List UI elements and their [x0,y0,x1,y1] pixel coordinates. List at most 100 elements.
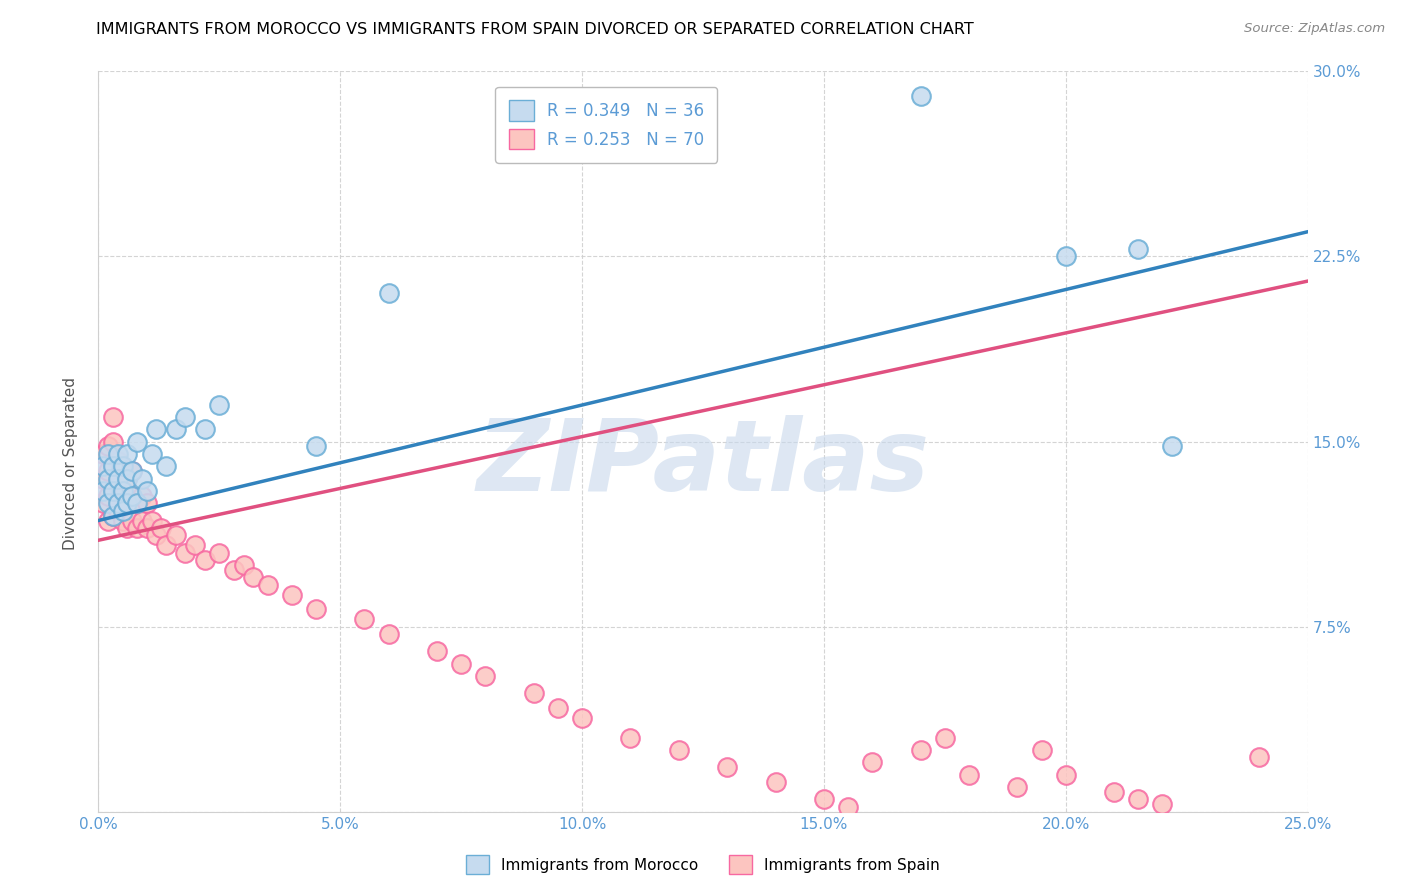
Point [145,528,167,542]
Point [117,496,139,510]
Point [107,471,129,485]
Point [377,286,399,301]
Point [121,489,143,503]
Point [107,454,129,468]
Point [208,398,231,412]
Point [117,496,139,510]
Point [716,760,738,774]
Point [222,563,245,577]
Point [127,434,149,449]
Point [377,627,399,641]
Point [101,508,124,523]
Point [165,422,187,436]
Text: IMMIGRANTS FROM MOROCCO VS IMMIGRANTS FROM SPAIN DIVORCED OR SEPARATED CORRELATI: IMMIGRANTS FROM MOROCCO VS IMMIGRANTS FR… [96,22,973,37]
Point [571,711,593,725]
Point [934,731,956,745]
Point [111,459,134,474]
Point [141,447,163,461]
Point [910,89,932,103]
Point [97,464,120,478]
Text: Divorced or Separated: Divorced or Separated [63,377,79,550]
Point [107,496,129,510]
Point [131,489,153,503]
Point [91,496,114,510]
Point [91,459,114,474]
Point [305,602,328,616]
Point [165,528,187,542]
Point [131,471,153,485]
Point [91,483,114,498]
Point [474,669,496,683]
Point [450,657,472,671]
Point [121,489,143,503]
Point [232,558,254,572]
Point [194,422,217,436]
Point [117,471,139,485]
Point [184,538,207,552]
Legend: R = 0.349   N = 36, R = 0.253   N = 70: R = 0.349 N = 36, R = 0.253 N = 70 [495,87,717,162]
Point [107,503,129,517]
Point [1152,797,1174,812]
Point [135,496,157,510]
Point [91,447,114,461]
Point [121,464,143,478]
Point [101,459,124,474]
Point [135,483,157,498]
Point [101,483,124,498]
Point [1102,785,1125,799]
Point [97,440,120,454]
Point [107,479,129,493]
Point [127,496,149,510]
Point [256,577,278,591]
Point [547,701,569,715]
Point [111,464,134,478]
Point [208,546,231,560]
Point [121,464,143,478]
Point [837,799,859,814]
Point [860,756,883,770]
Point [813,792,835,806]
Point [97,514,120,528]
Point [523,686,546,700]
Point [765,775,787,789]
Point [101,508,124,523]
Point [353,612,375,626]
Point [117,447,139,461]
Point [101,434,124,449]
Point [117,471,139,485]
Point [426,644,449,658]
Point [668,743,690,757]
Point [174,546,197,560]
Point [91,471,114,485]
Point [145,422,167,436]
Point [101,459,124,474]
Point [97,489,120,503]
Point [111,514,134,528]
Point [1128,792,1150,806]
Point [127,496,149,510]
Point [97,471,120,485]
Point [910,743,932,757]
Point [174,409,197,424]
Point [1161,440,1184,454]
Point [194,553,217,567]
Point [111,503,134,517]
Point [97,447,120,461]
Point [135,521,157,535]
Point [957,767,980,781]
Point [101,483,124,498]
Text: Source: ZipAtlas.com: Source: ZipAtlas.com [1244,22,1385,36]
Point [242,570,264,584]
Point [1249,750,1271,764]
Point [619,731,641,745]
Point [131,514,153,528]
Legend: Immigrants from Morocco, Immigrants from Spain: Immigrants from Morocco, Immigrants from… [460,849,946,880]
Point [97,496,120,510]
Point [117,521,139,535]
Point [101,409,124,424]
Point [305,440,328,454]
Point [1007,780,1029,794]
Point [121,514,143,528]
Point [1031,743,1053,757]
Text: ZIPatlas: ZIPatlas [477,416,929,512]
